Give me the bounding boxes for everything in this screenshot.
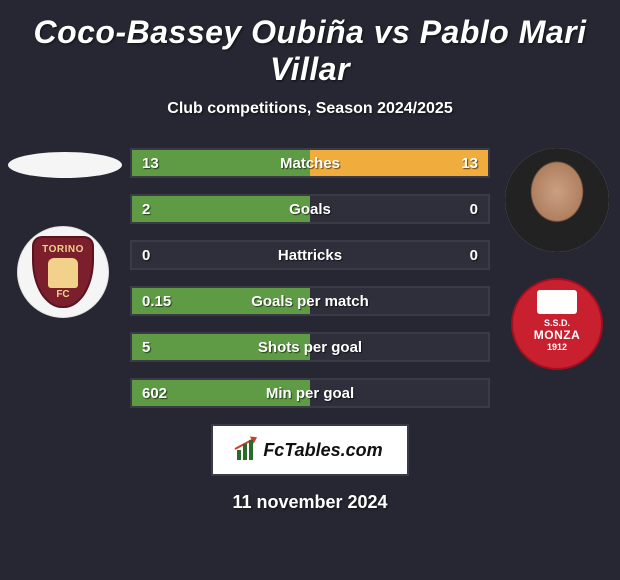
- stat-right-value: 0: [470, 196, 478, 222]
- brand-chart-icon: [237, 440, 257, 460]
- stat-label: Shots per goal: [132, 334, 488, 360]
- stat-row: 13Matches13: [130, 148, 490, 178]
- stat-label: Hattricks: [132, 242, 488, 268]
- stat-row: 2Goals0: [130, 194, 490, 224]
- stat-label: Matches: [132, 150, 488, 176]
- stat-row: 602Min per goal: [130, 378, 490, 408]
- stat-right-value: 0: [470, 242, 478, 268]
- stat-label: Goals per match: [132, 288, 488, 314]
- brand-box: FcTables.com: [211, 424, 409, 476]
- brand-arrow-icon: [235, 438, 255, 450]
- right-club-badge: S.S.D. MONZA 1912: [511, 278, 603, 370]
- torino-top-text: TORINO: [34, 244, 92, 255]
- subtitle: Club competitions, Season 2024/2025: [0, 100, 620, 118]
- left-player-column: TORINO FC: [8, 148, 118, 318]
- torino-bull-icon: [48, 258, 78, 288]
- monza-name-text: MONZA: [513, 328, 601, 342]
- left-club-badge: TORINO FC: [17, 226, 109, 318]
- left-player-avatar: [8, 152, 122, 178]
- page-title: Coco-Bassey Oubiña vs Pablo Mari Villar: [0, 0, 620, 94]
- right-player-face-icon: [505, 148, 609, 252]
- stat-label: Min per goal: [132, 380, 488, 406]
- brand-text: FcTables.com: [263, 440, 382, 461]
- stat-row: 0Hattricks0: [130, 240, 490, 270]
- stat-label: Goals: [132, 196, 488, 222]
- stat-row: 5Shots per goal: [130, 332, 490, 362]
- stat-right-value: 13: [461, 150, 478, 176]
- monza-year-text: 1912: [513, 342, 601, 352]
- torino-shield: TORINO FC: [32, 236, 94, 308]
- stat-row: 0.15Goals per match: [130, 286, 490, 316]
- stat-bars-container: 13Matches132Goals00Hattricks00.15Goals p…: [130, 148, 490, 408]
- comparison-content: TORINO FC S.S.D. MONZA 1912 13Matches13 2…: [0, 148, 620, 408]
- date-text: 11 november 2024: [0, 492, 620, 513]
- torino-bottom-text: FC: [34, 289, 92, 300]
- right-player-column: S.S.D. MONZA 1912: [502, 148, 612, 370]
- right-player-avatar: [505, 148, 609, 252]
- monza-ssd-text: S.S.D.: [513, 318, 601, 328]
